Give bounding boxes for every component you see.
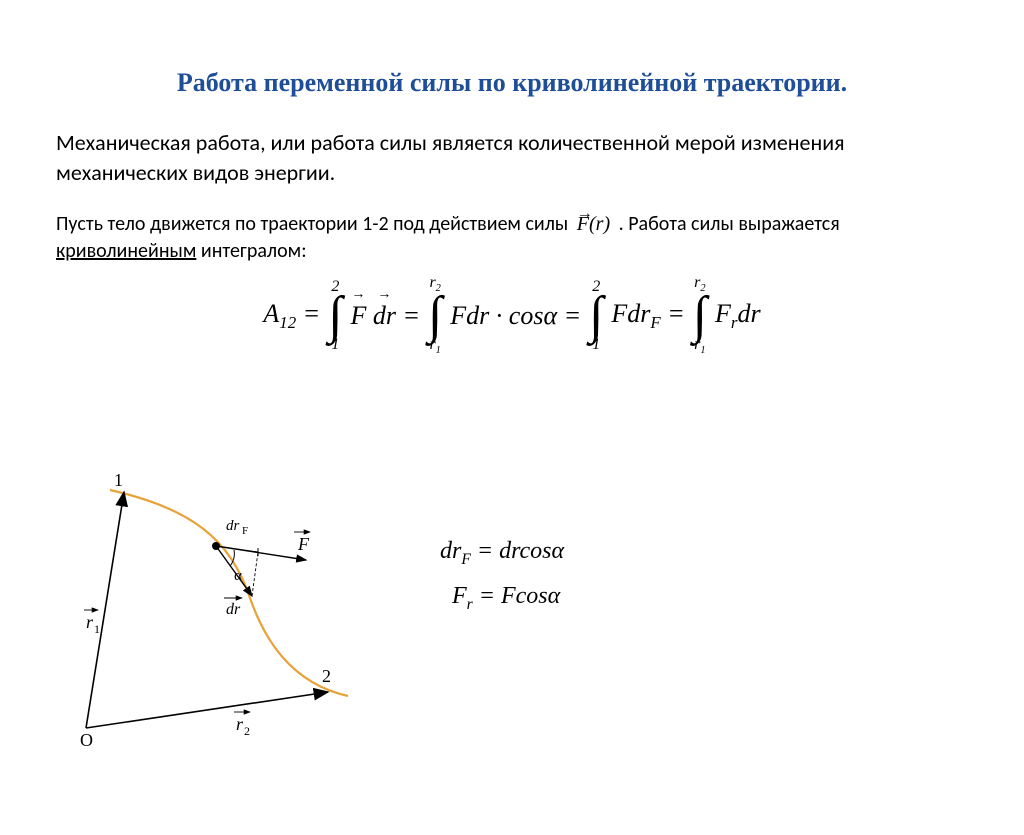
label-dr: dr <box>226 601 241 618</box>
integral-3: 2 ∫ 1 <box>589 279 603 353</box>
proj-drop <box>252 552 258 596</box>
side-equations: drF = drcosα Fr = Fcosα <box>440 538 564 628</box>
int2-body: Fdr · cosα <box>450 301 557 330</box>
label-F: F <box>297 534 310 554</box>
integral-1: 2 ∫ 1 <box>328 279 342 353</box>
label-r1-sub: 1 <box>94 622 100 636</box>
side-eq-2: Fr = Fcosα <box>440 583 564 614</box>
label-1: 1 <box>114 470 123 490</box>
eq-lhs: A <box>263 299 279 328</box>
body-paragraph: Пусть тело движется по траектории 1-2 по… <box>56 211 968 265</box>
intro-paragraph: Механическая работа, или работа силы явл… <box>56 128 968 187</box>
body-underlined: криволинейным <box>56 239 196 263</box>
label-alpha: α <box>234 568 242 584</box>
int3-body: Fdr <box>611 299 650 328</box>
label-drF: dr <box>226 518 240 534</box>
int1-F: F <box>350 301 366 331</box>
trajectory-diagram: O 1 2 r 1 r 2 F dr dr F α <box>40 468 400 768</box>
label-r1: r <box>86 612 94 632</box>
side-eq-1: drF = drcosα <box>440 538 564 569</box>
label-r2-sub: 2 <box>244 724 250 738</box>
label-drF-sub: F <box>242 525 248 537</box>
integral-4: r2 ∫ r1 <box>693 275 707 356</box>
label-r2: r <box>236 714 244 734</box>
int1-dr: dr <box>373 301 396 331</box>
integral-2: r2 ∫ r1 <box>428 275 442 356</box>
segment-drF <box>216 546 258 552</box>
int4-F: F <box>715 299 731 328</box>
main-equation: A12 = 2 ∫ 1 F dr = r2 ∫ r1 Fdr · cosα = … <box>40 275 984 356</box>
vector-r2 <box>86 692 328 728</box>
page-title: Работа переменной силы по криволинейной … <box>0 68 1024 98</box>
body-part1: Пусть тело движется по траектории 1-2 по… <box>56 212 573 236</box>
eq-lhs-sub: 12 <box>279 313 296 332</box>
force-symbol: →F(r) <box>573 211 614 238</box>
label-O: O <box>80 730 93 750</box>
label-2: 2 <box>322 666 331 686</box>
body-part3: интегралом: <box>201 239 307 263</box>
body-part2: . Работа силы выражается <box>619 212 840 236</box>
